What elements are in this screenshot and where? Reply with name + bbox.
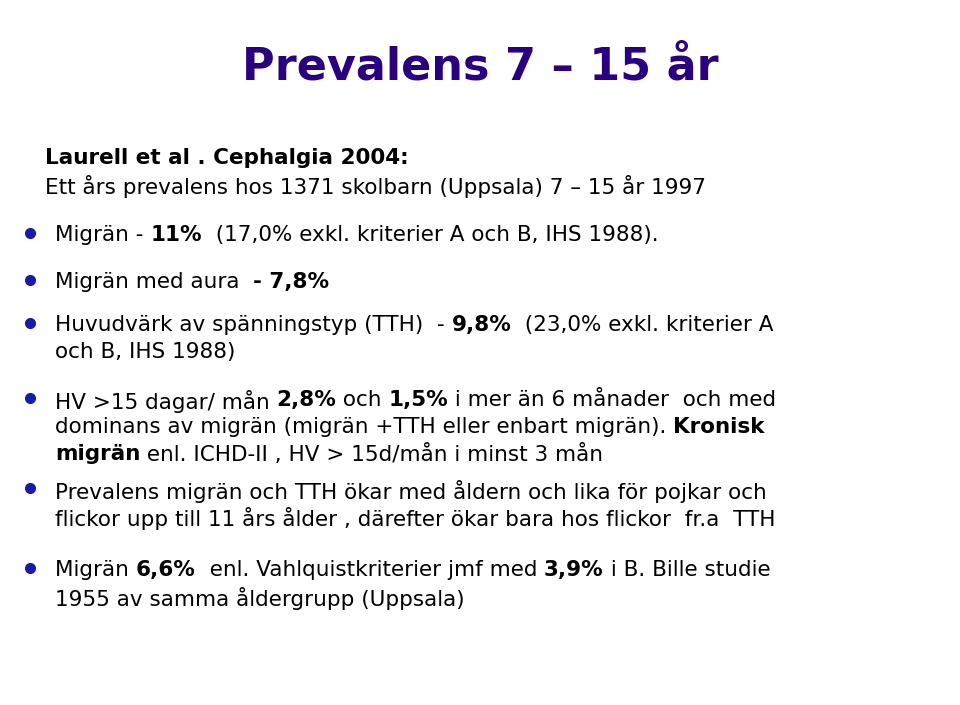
Text: 3,9%: 3,9% xyxy=(544,560,604,580)
Text: (17,0% exkl. kriterier A och B, IHS 1988).: (17,0% exkl. kriterier A och B, IHS 1988… xyxy=(202,225,659,245)
Text: 6,6%: 6,6% xyxy=(135,560,196,580)
Text: flickor upp till 11 års ålder , därefter ökar bara hos flickor  fr.a  TTH: flickor upp till 11 års ålder , därefter… xyxy=(55,507,776,530)
Text: Migrän: Migrän xyxy=(55,560,135,580)
Text: Prevalens 7 – 15 år: Prevalens 7 – 15 år xyxy=(242,45,718,88)
Text: enl. ICHD-II , HV > 15d/mån i minst 3 mån: enl. ICHD-II , HV > 15d/mån i minst 3 må… xyxy=(140,444,604,465)
Text: 2,8%: 2,8% xyxy=(276,390,336,410)
Text: Prevalens migrän och TTH ökar med åldern och lika för pojkar och: Prevalens migrän och TTH ökar med åldern… xyxy=(55,480,767,503)
Text: i B. Bille studie: i B. Bille studie xyxy=(604,560,770,580)
Text: 9,8%: 9,8% xyxy=(451,315,512,335)
Text: 1,5%: 1,5% xyxy=(389,390,448,410)
Text: och B, IHS 1988): och B, IHS 1988) xyxy=(55,342,235,362)
Text: Huvudvärk av spänningstyp (TTH)  -: Huvudvärk av spänningstyp (TTH) - xyxy=(55,315,451,335)
Text: migrän: migrän xyxy=(55,444,140,464)
Text: Laurell et al . Cephalgia 2004:: Laurell et al . Cephalgia 2004: xyxy=(45,148,409,168)
Text: enl. Vahlquistkriterier jmf med: enl. Vahlquistkriterier jmf med xyxy=(196,560,544,580)
Text: Kronisk: Kronisk xyxy=(673,417,765,437)
Text: - 7,8%: - 7,8% xyxy=(253,272,329,292)
Text: 11%: 11% xyxy=(151,225,202,245)
Text: Migrän -: Migrän - xyxy=(55,225,151,245)
Text: i mer än 6 månader  och med: i mer än 6 månader och med xyxy=(448,390,777,410)
Text: Ett års prevalens hos 1371 skolbarn (Uppsala) 7 – 15 år 1997: Ett års prevalens hos 1371 skolbarn (Upp… xyxy=(45,175,706,198)
Text: dominans av migrän (migrän +TTH eller enbart migrän).: dominans av migrän (migrän +TTH eller en… xyxy=(55,417,673,437)
Text: 1955 av samma åldergrupp (Uppsala): 1955 av samma åldergrupp (Uppsala) xyxy=(55,587,465,610)
Text: och: och xyxy=(336,390,389,410)
Text: Migrän med aura: Migrän med aura xyxy=(55,272,253,292)
Text: HV >15 dagar/ mån: HV >15 dagar/ mån xyxy=(55,390,276,413)
Text: (23,0% exkl. kriterier A: (23,0% exkl. kriterier A xyxy=(512,315,774,335)
